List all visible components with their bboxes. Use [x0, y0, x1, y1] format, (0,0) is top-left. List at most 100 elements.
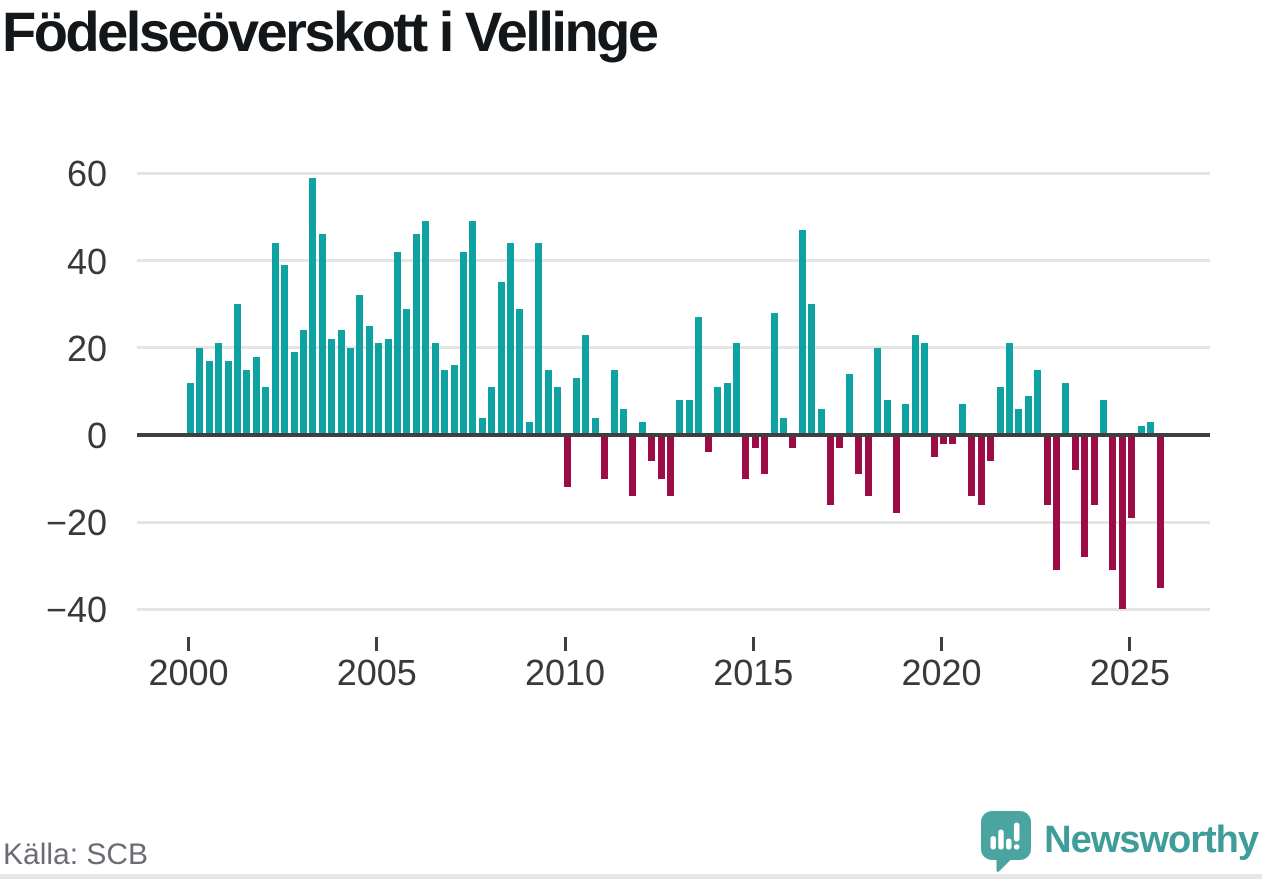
bar: [1052, 435, 1060, 571]
bar: [299, 330, 307, 435]
bar: [205, 360, 213, 435]
bar: [215, 343, 223, 435]
bar: [751, 435, 759, 449]
bar: [478, 417, 486, 435]
bar: [187, 382, 194, 435]
gridline: [137, 171, 1210, 175]
bar: [883, 400, 891, 435]
y-axis-tick-label: 20: [66, 327, 107, 369]
gridline: [137, 520, 1210, 524]
bar: [902, 404, 910, 435]
newsworthy-wordmark: Newsworthy: [1044, 819, 1259, 861]
bar: [347, 347, 355, 435]
bar: [695, 317, 703, 435]
x-axis-tick: [1128, 637, 1132, 651]
bar: [911, 334, 919, 435]
bar: [572, 378, 580, 435]
bar: [770, 312, 778, 435]
bar: [968, 435, 976, 497]
bar: [290, 352, 298, 435]
bar: [638, 421, 646, 435]
bar: [234, 304, 242, 435]
y-axis-tick-label: −20: [45, 502, 107, 544]
bar: [1062, 382, 1070, 435]
bar: [1034, 369, 1042, 435]
bar: [591, 417, 599, 435]
bar: [375, 343, 383, 435]
bar: [1147, 421, 1155, 435]
bar: [441, 369, 449, 435]
bar: [1137, 426, 1145, 435]
y-axis-tick-label: 60: [66, 153, 107, 195]
bar: [864, 435, 872, 497]
zero-axis-line: [137, 433, 1210, 437]
bar: [1100, 400, 1108, 435]
bar: [704, 435, 712, 453]
bar: [1024, 395, 1032, 435]
bar: [667, 435, 675, 497]
bar: [196, 347, 204, 435]
newsworthy-logo: Newsworthy: [980, 810, 1259, 872]
bar: [836, 435, 844, 449]
x-axis-tick-label: 2025: [1089, 652, 1170, 693]
bar: [262, 387, 270, 435]
bar: [789, 435, 797, 449]
bar: [648, 435, 656, 462]
bar: [732, 343, 740, 435]
x-axis-tick: [563, 637, 567, 651]
bar: [243, 369, 251, 435]
bar: [798, 230, 806, 435]
bar: [403, 308, 411, 435]
bar: [1090, 435, 1098, 505]
bar: [1128, 435, 1136, 518]
bar: [450, 365, 458, 435]
bar: [930, 435, 938, 457]
bar: [657, 435, 665, 479]
bar: [1005, 343, 1013, 435]
bar: [582, 334, 590, 435]
y-axis-tick-label: 0: [86, 415, 107, 456]
x-axis-tick-label: 2000: [148, 652, 229, 693]
bar: [1071, 435, 1079, 470]
bar: [714, 387, 722, 435]
bar: [356, 295, 364, 435]
bar: [1043, 435, 1051, 505]
x-axis-tick-label: 2005: [336, 652, 417, 693]
bar: [328, 339, 336, 435]
bar: [507, 243, 515, 435]
bar: [958, 404, 966, 435]
x-axis-tick-label: 2015: [713, 652, 794, 693]
x-axis-tick-label: 2020: [901, 652, 982, 693]
bar: [874, 347, 882, 435]
bar: [629, 435, 637, 497]
bar: [224, 360, 232, 435]
bar: [619, 408, 627, 435]
x-axis-tick: [940, 637, 944, 651]
bar: [497, 282, 505, 435]
chart-title: Födelseöverskott i Vellinge: [2, 0, 659, 63]
bar: [855, 435, 863, 475]
bar: [940, 435, 948, 444]
bottom-border: [0, 874, 1262, 879]
bar: [309, 177, 317, 435]
bar: [469, 221, 477, 435]
bar: [516, 308, 524, 435]
bar: [422, 221, 430, 435]
bar: [742, 435, 750, 479]
bar: [761, 435, 769, 475]
bar: [949, 435, 957, 444]
bar: [808, 304, 816, 435]
bar: [554, 387, 562, 435]
bar: [610, 369, 618, 435]
newsworthy-bubble-chart-icon: [981, 811, 1032, 872]
gridline: [137, 346, 1210, 350]
bar: [431, 343, 439, 435]
bar: [845, 373, 853, 435]
bar: [1118, 435, 1126, 610]
bar: [1015, 408, 1023, 435]
bar: [676, 400, 684, 435]
bar: [544, 369, 552, 435]
bar: [723, 382, 731, 435]
bar: [817, 408, 825, 435]
